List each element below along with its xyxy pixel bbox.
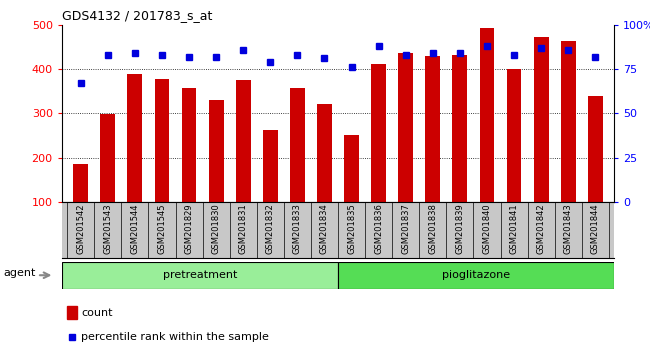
Bar (155, 79, 170, 202)
Text: GSM201830: GSM201830 (212, 204, 220, 254)
Text: GSM201839: GSM201839 (456, 204, 464, 254)
Bar (338, 262, 614, 289)
Text: percentile rank within the sample: percentile rank within the sample (81, 332, 269, 342)
Text: pretreatment: pretreatment (162, 270, 237, 280)
Text: GSM201831: GSM201831 (239, 204, 248, 254)
Text: GSM201833: GSM201833 (293, 204, 302, 255)
Bar (398, 53, 413, 202)
Bar (209, 100, 224, 202)
Text: GSM201837: GSM201837 (401, 204, 410, 255)
Bar (588, 96, 603, 202)
Bar (100, 114, 115, 202)
Bar (263, 130, 278, 202)
Text: GDS4132 / 201783_s_at: GDS4132 / 201783_s_at (62, 9, 212, 22)
Text: GSM201545: GSM201545 (157, 204, 166, 254)
Text: pioglitazone: pioglitazone (442, 270, 510, 280)
Text: agent: agent (3, 268, 36, 278)
Bar (68, 307, 77, 319)
Bar (290, 88, 305, 202)
Bar (561, 41, 576, 202)
Text: GSM201843: GSM201843 (564, 204, 573, 254)
Bar (452, 55, 467, 202)
Text: GSM201844: GSM201844 (591, 204, 600, 254)
Bar (371, 64, 386, 202)
Text: GSM201841: GSM201841 (510, 204, 519, 254)
Text: GSM201829: GSM201829 (185, 204, 194, 254)
Text: GSM201835: GSM201835 (347, 204, 356, 254)
Bar (344, 135, 359, 202)
Bar (425, 56, 440, 202)
Text: GSM201543: GSM201543 (103, 204, 112, 254)
Bar (506, 69, 521, 202)
Bar (73, 164, 88, 202)
Bar (236, 80, 251, 202)
Bar (181, 88, 196, 202)
Text: GSM201842: GSM201842 (537, 204, 545, 254)
Text: count: count (81, 308, 112, 318)
Bar (480, 28, 495, 202)
Text: GSM201834: GSM201834 (320, 204, 329, 254)
Text: GSM201832: GSM201832 (266, 204, 275, 254)
Text: GSM201840: GSM201840 (482, 204, 491, 254)
Text: GSM201836: GSM201836 (374, 204, 383, 255)
Bar (317, 104, 332, 202)
Text: GSM201838: GSM201838 (428, 204, 437, 255)
Bar (127, 74, 142, 202)
Bar (62, 262, 338, 289)
Text: GSM201544: GSM201544 (131, 204, 139, 254)
Bar (534, 37, 549, 202)
Text: GSM201542: GSM201542 (76, 204, 85, 254)
